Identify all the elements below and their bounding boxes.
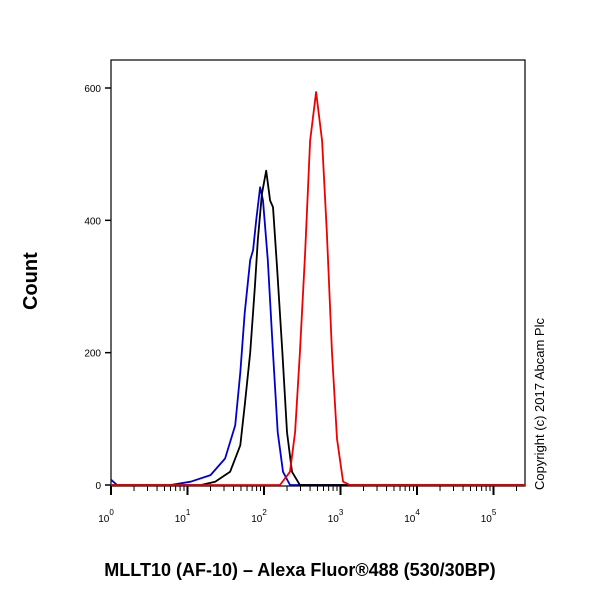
y-tick-label: 0 [95,481,101,492]
y-tick-label: 600 [84,84,101,95]
y-tick-label: 400 [84,216,101,227]
y-axis-label: Count [20,252,42,310]
x-axis-label: MLLT10 (AF-10) – Alexa Fluor®488 (530/30… [104,560,496,580]
x-tick-label: 105 [481,508,497,525]
x-tick-label: 102 [251,508,267,525]
copyright-annotation: Copyright (c) 2017 Abcam Plc [532,318,547,490]
x-tick-label: 100 [98,508,114,525]
x-tick-label: 101 [175,508,191,525]
series-line-2 [111,91,525,486]
series-line-1 [111,169,525,486]
plot-frame [110,59,526,487]
y-tick-label: 200 [84,349,101,360]
x-tick-label: 103 [328,508,344,525]
x-tick-label: 104 [404,508,420,525]
series-line-0 [110,186,525,486]
